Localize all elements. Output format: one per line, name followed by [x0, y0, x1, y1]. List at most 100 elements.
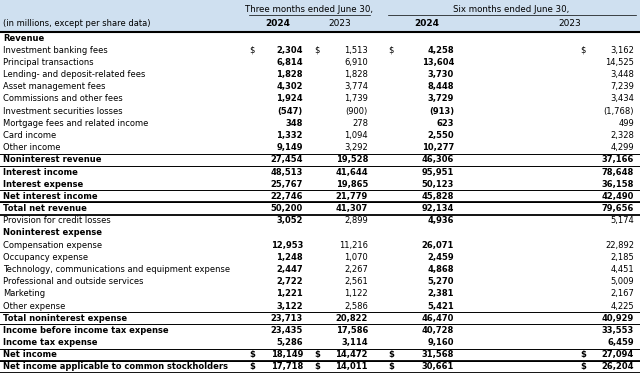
Text: 5,270: 5,270	[428, 277, 454, 286]
Text: 14,472: 14,472	[335, 350, 368, 359]
Text: 1,122: 1,122	[344, 289, 368, 298]
Text: 37,166: 37,166	[602, 156, 634, 164]
Text: 1,070: 1,070	[344, 253, 368, 262]
Text: 3,114: 3,114	[341, 338, 368, 347]
Text: $: $	[580, 363, 586, 372]
Text: 23,713: 23,713	[271, 314, 303, 323]
Text: 3,729: 3,729	[428, 94, 454, 103]
Text: 6,459: 6,459	[607, 338, 634, 347]
Text: 2,328: 2,328	[610, 131, 634, 140]
Text: 3,162: 3,162	[610, 46, 634, 55]
Text: 79,656: 79,656	[602, 204, 634, 213]
Text: 36,158: 36,158	[602, 180, 634, 189]
Text: Net income applicable to common stockholders: Net income applicable to common stockhol…	[3, 363, 228, 372]
Text: 42,490: 42,490	[602, 192, 634, 201]
Text: 2,381: 2,381	[428, 289, 454, 298]
Text: 18,149: 18,149	[271, 350, 303, 359]
Text: 46,470: 46,470	[422, 314, 454, 323]
Text: (547): (547)	[278, 107, 303, 116]
Text: 31,568: 31,568	[422, 350, 454, 359]
Text: 48,513: 48,513	[271, 167, 303, 176]
Text: 2024: 2024	[415, 19, 440, 28]
Text: (in millions, except per share data): (in millions, except per share data)	[3, 19, 150, 28]
Text: 6,814: 6,814	[276, 58, 303, 67]
Text: Income tax expense: Income tax expense	[3, 338, 97, 347]
Text: 1,332: 1,332	[276, 131, 303, 140]
Text: 92,134: 92,134	[422, 204, 454, 213]
Text: 2,899: 2,899	[344, 216, 368, 225]
Text: 1,513: 1,513	[344, 46, 368, 55]
Text: 5,174: 5,174	[611, 216, 634, 225]
Text: 2,561: 2,561	[344, 277, 368, 286]
Text: 9,149: 9,149	[276, 143, 303, 152]
Text: 27,454: 27,454	[271, 156, 303, 164]
Text: 30,661: 30,661	[422, 363, 454, 372]
Text: 7,239: 7,239	[610, 82, 634, 91]
Text: 41,307: 41,307	[336, 204, 368, 213]
Text: 623: 623	[436, 119, 454, 128]
Text: 1,828: 1,828	[344, 70, 368, 79]
Text: $: $	[580, 350, 586, 359]
Text: 19,528: 19,528	[335, 156, 368, 164]
Text: 19,865: 19,865	[335, 180, 368, 189]
Text: Asset management fees: Asset management fees	[3, 82, 106, 91]
Text: 50,123: 50,123	[422, 180, 454, 189]
Text: 22,746: 22,746	[271, 192, 303, 201]
Text: 50,200: 50,200	[271, 204, 303, 213]
Text: $: $	[580, 46, 586, 55]
Text: 2,185: 2,185	[611, 253, 634, 262]
Text: 2,447: 2,447	[276, 265, 303, 274]
Text: Total noninterest expense: Total noninterest expense	[3, 314, 127, 323]
Text: 3,292: 3,292	[344, 143, 368, 152]
Text: 6,910: 6,910	[344, 58, 368, 67]
Text: 4,868: 4,868	[428, 265, 454, 274]
Text: Investment banking fees: Investment banking fees	[3, 46, 108, 55]
Text: 2,459: 2,459	[428, 253, 454, 262]
Text: 17,586: 17,586	[335, 326, 368, 335]
Text: $: $	[314, 350, 320, 359]
Text: (900): (900)	[346, 107, 368, 116]
Text: $: $	[388, 46, 394, 55]
Text: Interest expense: Interest expense	[3, 180, 83, 189]
Text: Interest income: Interest income	[3, 167, 78, 176]
Text: Noninterest expense: Noninterest expense	[3, 228, 102, 238]
Text: Mortgage fees and related income: Mortgage fees and related income	[3, 119, 148, 128]
Text: 1,221: 1,221	[276, 289, 303, 298]
Text: (913): (913)	[429, 107, 454, 116]
Text: $: $	[388, 350, 394, 359]
Text: 40,929: 40,929	[602, 314, 634, 323]
Text: 2,267: 2,267	[344, 265, 368, 274]
Text: 9,160: 9,160	[428, 338, 454, 347]
Text: 3,434: 3,434	[610, 94, 634, 103]
Text: 13,604: 13,604	[422, 58, 454, 67]
Text: 2024: 2024	[266, 19, 291, 28]
Text: $: $	[314, 46, 319, 55]
Text: Occupancy expense: Occupancy expense	[3, 253, 88, 262]
Text: 4,299: 4,299	[611, 143, 634, 152]
Text: $: $	[388, 363, 394, 372]
Text: 3,052: 3,052	[276, 216, 303, 225]
Text: 11,216: 11,216	[339, 241, 368, 250]
Text: Net interest income: Net interest income	[3, 192, 98, 201]
Text: Lending- and deposit-related fees: Lending- and deposit-related fees	[3, 70, 145, 79]
Text: 46,306: 46,306	[422, 156, 454, 164]
Text: 3,730: 3,730	[428, 70, 454, 79]
Text: 3,122: 3,122	[276, 301, 303, 310]
Text: 1,248: 1,248	[276, 253, 303, 262]
Text: 4,258: 4,258	[428, 46, 454, 55]
Bar	[0, 0, 640, 32]
Text: Noninterest revenue: Noninterest revenue	[3, 156, 102, 164]
Text: 278: 278	[352, 119, 368, 128]
Text: 45,828: 45,828	[422, 192, 454, 201]
Text: 2,304: 2,304	[276, 46, 303, 55]
Text: $: $	[249, 46, 254, 55]
Text: 27,094: 27,094	[602, 350, 634, 359]
Text: 40,728: 40,728	[422, 326, 454, 335]
Text: Compensation expense: Compensation expense	[3, 241, 102, 250]
Text: 33,553: 33,553	[602, 326, 634, 335]
Text: (1,768): (1,768)	[604, 107, 634, 116]
Text: Net income: Net income	[3, 350, 57, 359]
Text: 20,822: 20,822	[335, 314, 368, 323]
Text: 78,648: 78,648	[602, 167, 634, 176]
Text: 2,167: 2,167	[610, 289, 634, 298]
